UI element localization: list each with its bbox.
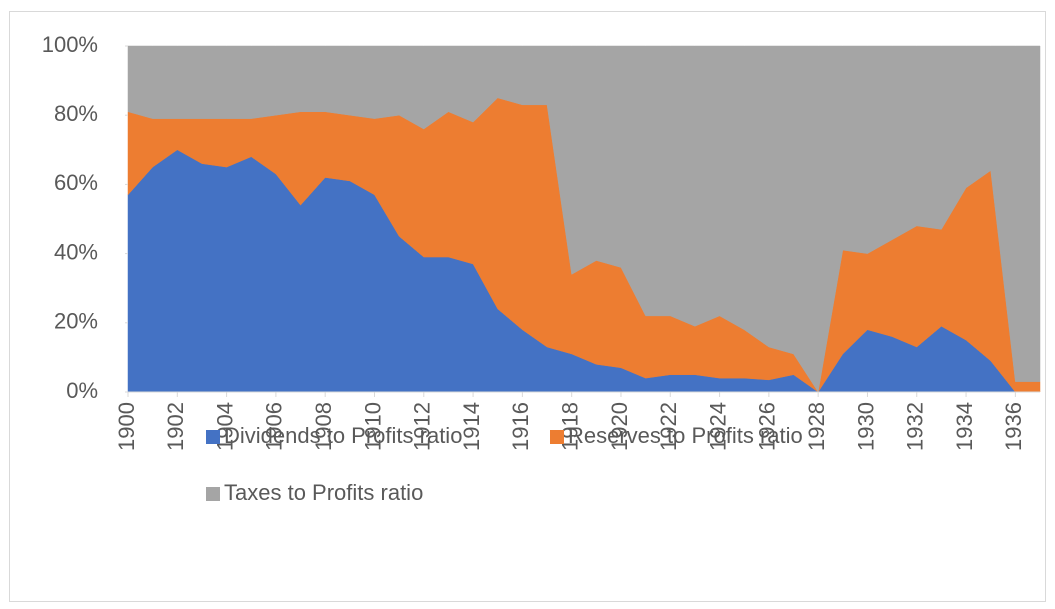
area [127,45,1041,393]
legend-swatch [206,487,220,501]
y-tick-label: 40% [54,239,98,264]
x-tick-label: 1924 [705,402,730,451]
y-tick-label: 80% [54,101,98,126]
x-tick-label: 1906 [262,402,287,451]
y-tick-label: 60% [54,170,98,195]
x-tick-label: 1914 [459,402,484,451]
x-tick-label: 1916 [508,402,533,451]
y-tick-label: 0% [66,378,98,403]
x-tick-label: 1910 [360,402,385,451]
x-tick-label: 1922 [656,402,681,451]
legend-label: Taxes to Profits ratio [224,480,423,505]
x-tick-label: 1934 [952,402,977,451]
x-tick-label: 1912 [410,402,435,451]
legend-swatch [206,430,220,444]
legend-label: Dividends to Profits ratio [224,423,462,448]
x-tick-label: 1928 [804,402,829,451]
y-tick-label: 100% [42,32,98,57]
x-tick-label: 1902 [163,402,188,451]
x-tick-label: 1926 [755,402,780,451]
x-tick-label: 1920 [607,402,632,451]
x-tick-label: 1932 [903,402,928,451]
legend-swatch [550,430,564,444]
x-tick-label: 1908 [311,402,336,451]
x-tick-label: 1900 [114,402,139,451]
y-tick-label: 20% [54,309,98,334]
legend-label: Reserves to Profits ratio [568,423,803,448]
x-tick-label: 1930 [853,402,878,451]
x-tick-label: 1936 [1001,402,1026,451]
